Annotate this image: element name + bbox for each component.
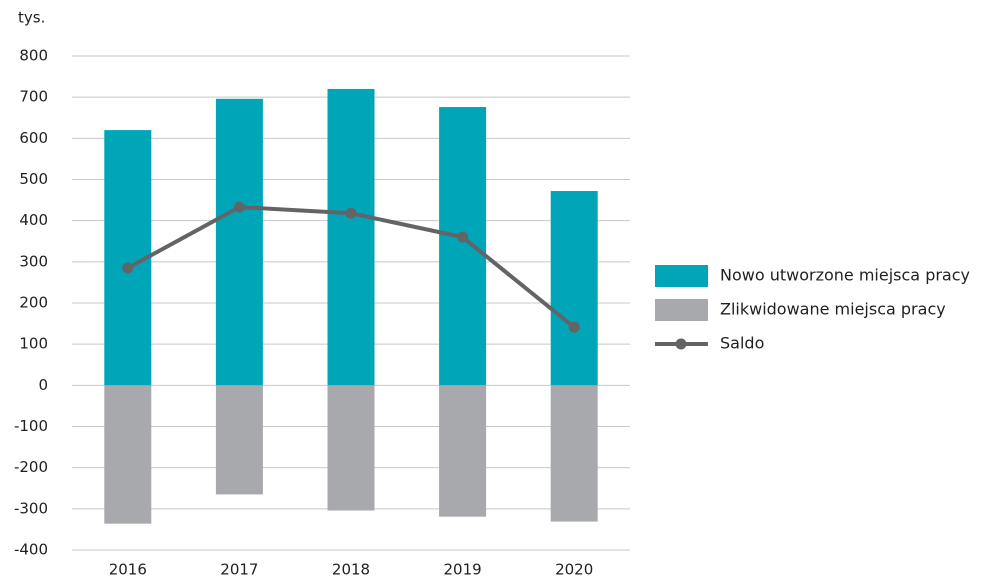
point — [122, 262, 134, 274]
y-tick-label: 100 — [19, 335, 48, 353]
legend-label: Saldo — [720, 334, 764, 353]
x-tick-label: 2018 — [332, 561, 370, 578]
y-tick-label: -300 — [14, 499, 48, 517]
y-tick-label: 200 — [19, 294, 48, 312]
y-tick-label: -100 — [14, 417, 48, 435]
bar — [439, 107, 487, 386]
bar — [104, 385, 152, 524]
y-tick-label: 400 — [19, 211, 48, 229]
bar — [439, 385, 487, 517]
bar — [550, 385, 598, 522]
y-axis-label: tys. — [18, 9, 45, 27]
legend-swatch — [655, 299, 708, 321]
bar — [327, 88, 375, 386]
y-tick-label: -200 — [14, 458, 48, 476]
y-tick-label: 0 — [38, 376, 48, 394]
point — [233, 201, 245, 213]
y-tick-label: 700 — [19, 88, 48, 106]
legend-swatch — [675, 338, 687, 350]
point — [345, 207, 357, 219]
x-tick-label: 2017 — [220, 561, 258, 578]
y-tick-label: 500 — [19, 170, 48, 188]
x-tick-label: 2020 — [555, 561, 593, 578]
bar — [215, 98, 263, 386]
bar — [327, 385, 375, 511]
y-tick-label: 800 — [19, 47, 48, 65]
point — [568, 321, 580, 333]
x-tick-label: 2019 — [444, 561, 482, 578]
point — [457, 231, 469, 243]
legend-label: Zlikwidowane miejsca pracy — [720, 300, 946, 319]
y-tick-label: -400 — [14, 541, 48, 559]
legend-label: Nowo utworzone miejsca pracy — [720, 266, 970, 285]
y-tick-label: 600 — [19, 129, 48, 147]
y-tick-label: 300 — [19, 252, 48, 270]
bar — [215, 385, 263, 495]
legend-swatch — [655, 265, 708, 287]
x-tick-label: 2016 — [109, 561, 147, 578]
bar — [550, 191, 598, 386]
